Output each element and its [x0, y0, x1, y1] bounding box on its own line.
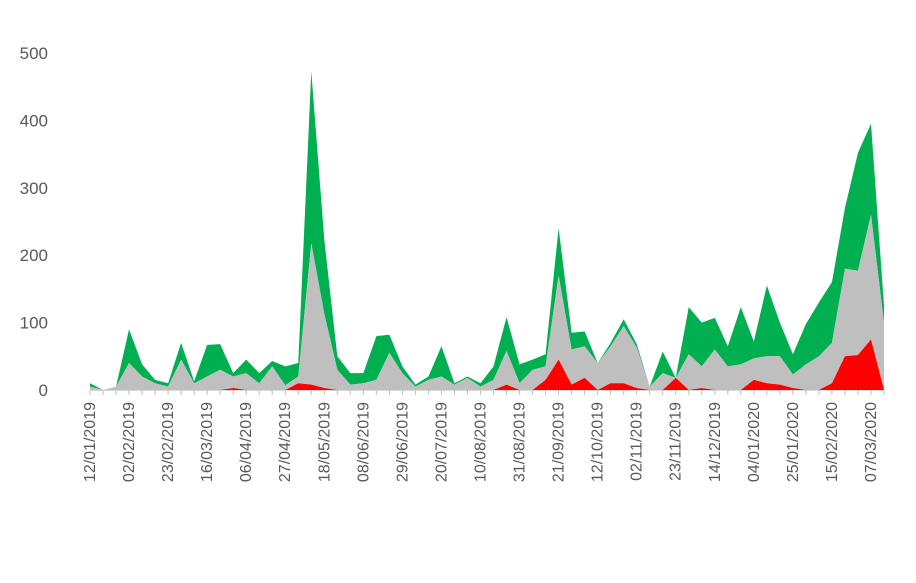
- y-tick-label: 100: [20, 314, 48, 333]
- x-tick-label: 07/03/2020: [863, 402, 880, 482]
- x-tick-label: 27/04/2019: [277, 402, 294, 482]
- x-tick-label: 12/01/2019: [82, 402, 99, 482]
- y-tick-label: 500: [20, 44, 48, 63]
- y-tick-label: 400: [20, 111, 48, 130]
- area-series-3: [90, 71, 884, 390]
- x-tick-label: 23/02/2019: [160, 402, 177, 482]
- x-tick-label: 06/04/2019: [238, 402, 255, 482]
- x-tick-label: 02/02/2019: [121, 402, 138, 482]
- x-tick-label: 21/09/2019: [551, 402, 568, 482]
- y-tick-label: 200: [20, 246, 48, 265]
- y-tick-label: 0: [39, 381, 48, 400]
- x-tick-label: 10/08/2019: [472, 402, 489, 482]
- x-tick-label: 31/08/2019: [512, 402, 529, 482]
- x-tick-label: 23/11/2019: [668, 402, 685, 481]
- y-axis: 0 100 200 300 400 500: [20, 44, 48, 400]
- x-axis: 12/01/2019 02/02/2019 23/02/2019 16/03/2019…: [82, 390, 885, 482]
- x-tick-label: 15/02/2020: [824, 402, 841, 482]
- area-series-group: [90, 71, 884, 390]
- x-tick-label: 04/01/2020: [746, 402, 763, 482]
- x-tick-label: 18/05/2019: [316, 402, 333, 482]
- x-tick-label: 14/12/2019: [707, 402, 724, 482]
- x-tick-label: 02/11/2019: [629, 402, 646, 481]
- x-tick-label: 25/01/2020: [785, 402, 802, 482]
- x-tick-label: 12/10/2019: [590, 402, 607, 482]
- x-tick-label: 16/03/2019: [199, 402, 216, 482]
- x-tick-label: 08/06/2019: [355, 402, 372, 482]
- area-series-2: [90, 214, 884, 390]
- y-tick-label: 300: [20, 179, 48, 198]
- x-tick-label: 20/07/2019: [433, 402, 450, 482]
- x-tick-label: 29/06/2019: [394, 402, 411, 482]
